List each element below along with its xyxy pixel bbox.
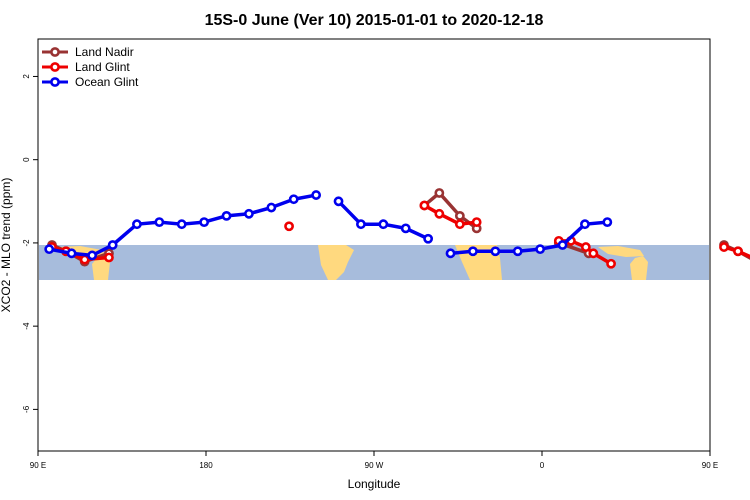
y-tick-label: -4 xyxy=(22,322,31,330)
data-point xyxy=(580,219,590,230)
legend-item: Ocean Glint xyxy=(42,75,139,89)
data-point xyxy=(244,208,254,219)
data-point xyxy=(107,240,118,250)
x-tick-label: 90 W xyxy=(365,461,384,470)
data-point xyxy=(199,217,210,228)
x-tick-label: 90 E xyxy=(702,461,718,470)
data-point xyxy=(333,196,344,207)
data-point xyxy=(79,254,90,265)
data-point xyxy=(132,219,142,230)
series-line xyxy=(423,203,477,226)
data-point xyxy=(588,248,599,259)
data-point xyxy=(434,208,445,219)
data-point xyxy=(221,210,232,221)
land-australia xyxy=(92,256,110,280)
series-layer xyxy=(44,188,750,269)
data-point xyxy=(44,244,55,255)
data-point xyxy=(535,244,546,255)
land-south-america xyxy=(318,245,354,280)
data-point xyxy=(490,246,501,257)
data-point xyxy=(311,190,322,200)
land-africa xyxy=(455,245,502,280)
legend-label: Ocean Glint xyxy=(75,75,139,89)
data-point xyxy=(434,188,445,198)
data-point xyxy=(378,219,389,230)
y-tick-label: -6 xyxy=(22,405,31,413)
legend-swatch-marker xyxy=(50,62,60,72)
legend-item: Land Nadir xyxy=(42,45,134,59)
data-point xyxy=(454,219,465,230)
data-point xyxy=(454,210,465,221)
land-new-guinea-repeat xyxy=(598,246,644,257)
data-point xyxy=(356,219,366,230)
legend-label: Land Nadir xyxy=(75,45,134,59)
data-point xyxy=(266,202,277,213)
data-point xyxy=(557,240,568,250)
data-point xyxy=(400,223,411,234)
legend-label: Land Glint xyxy=(75,60,130,74)
data-point xyxy=(154,217,165,228)
data-point xyxy=(445,248,456,259)
data-point xyxy=(602,217,613,228)
series-ocean-glint xyxy=(44,190,613,261)
data-point xyxy=(104,252,114,263)
land-australia-repeat xyxy=(630,256,648,280)
data-point xyxy=(288,194,299,205)
axes: 90 E 180 90 W 0 90 E 2 0 -2 -4 -6 xyxy=(22,74,718,470)
data-point xyxy=(66,248,77,259)
y-tick-label: -2 xyxy=(22,239,31,247)
data-point xyxy=(719,242,729,252)
chart-title: 15S-0 June (Ver 10) 2015-01-01 to 2020-1… xyxy=(205,12,544,29)
x-tick-label: 0 xyxy=(540,461,545,470)
data-point xyxy=(284,221,294,232)
data-point xyxy=(512,246,523,257)
legend-swatch-marker xyxy=(50,77,60,87)
x-axis-label: Longitude xyxy=(348,477,401,491)
legend-item: Land Glint xyxy=(42,60,130,74)
x-tick-label: 180 xyxy=(199,461,213,470)
data-point xyxy=(606,258,616,269)
data-point xyxy=(468,246,478,257)
data-point xyxy=(471,217,482,228)
data-point xyxy=(580,242,591,252)
legend-swatch-marker xyxy=(50,47,60,57)
data-point xyxy=(733,246,743,257)
data-point xyxy=(419,200,430,211)
data-point xyxy=(87,250,98,261)
y-tick-label: 0 xyxy=(22,157,31,162)
data-point xyxy=(176,219,187,230)
data-point xyxy=(423,233,434,244)
y-tick-label: 2 xyxy=(22,74,31,79)
x-tick-label: 90 E xyxy=(30,461,46,470)
series-line xyxy=(723,245,750,259)
y-axis-label: XCO2 - MLO trend (ppm) xyxy=(0,178,13,313)
